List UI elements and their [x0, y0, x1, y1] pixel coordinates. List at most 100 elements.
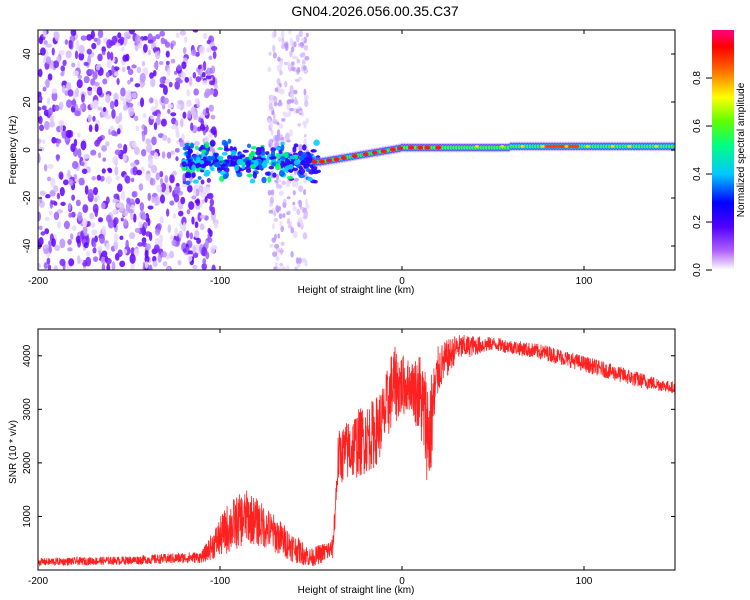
spectral-cell	[304, 94, 309, 101]
spectral-cell	[47, 107, 53, 116]
spectral-cell	[425, 146, 429, 149]
spectral-cell	[150, 178, 156, 186]
spectral-cell	[299, 206, 305, 211]
spectral-cell	[197, 212, 202, 222]
spectral-cell	[178, 230, 183, 239]
spectral-cell	[62, 179, 69, 186]
spectral-cell	[153, 244, 160, 253]
spectral-cell	[140, 149, 147, 157]
spectral-cell	[398, 147, 402, 150]
spectral-cell	[246, 173, 254, 178]
spectral-cell	[271, 162, 277, 167]
spectral-cell	[181, 61, 187, 70]
spectral-cell	[269, 244, 274, 248]
spectral-cell	[654, 145, 659, 148]
y-tick-label: 1000	[22, 505, 33, 528]
spectral-cell	[58, 50, 65, 56]
spectral-cell	[270, 150, 276, 157]
spectral-cell	[147, 192, 152, 201]
spectral-cell	[197, 64, 203, 70]
spectral-cell	[105, 257, 112, 265]
spectral-cell	[292, 167, 299, 171]
y-tick-label: 4000	[22, 344, 33, 367]
spectral-cell	[205, 251, 210, 260]
spectral-cell	[138, 221, 143, 229]
spectral-cell	[208, 55, 213, 61]
spectral-cell	[283, 151, 289, 159]
spectral-cell	[282, 198, 287, 203]
spectral-cell	[298, 143, 303, 152]
spectral-cell	[242, 149, 249, 153]
spectral-cell	[205, 75, 212, 80]
spectral-cell	[51, 88, 58, 94]
spectral-cell	[134, 44, 139, 52]
spectral-cell	[155, 117, 161, 126]
spectral-cell	[282, 168, 287, 172]
spectral-cell	[187, 255, 193, 262]
spectral-cell	[164, 78, 171, 84]
spectral-cell	[70, 233, 74, 240]
spectral-cell	[122, 104, 128, 111]
spectral-cell	[130, 162, 136, 168]
spectral-cell	[171, 170, 177, 176]
spectral-cell	[131, 191, 137, 198]
spectral-cell	[64, 90, 69, 97]
spectral-cell	[159, 234, 164, 243]
spectral-cell	[206, 155, 213, 162]
spectral-cell	[273, 30, 277, 38]
spectral-cell	[71, 62, 76, 68]
spectral-cell	[131, 64, 137, 69]
spectral-cell	[43, 163, 48, 172]
spectral-cell	[149, 72, 154, 79]
spectral-cell	[156, 113, 161, 119]
spectral-cell	[92, 115, 96, 122]
spectral-cell	[94, 139, 100, 147]
spectral-cell	[65, 129, 72, 138]
spectral-cell	[170, 58, 176, 64]
spectral-cell	[286, 175, 294, 180]
spectral-cell	[174, 227, 179, 237]
spectral-cell	[135, 125, 140, 132]
spectral-cell	[117, 143, 123, 149]
spectral-cell	[289, 107, 294, 112]
spectral-cell	[196, 237, 202, 244]
spectral-cell	[46, 257, 51, 265]
spectral-cell	[191, 172, 196, 178]
spectral-cell	[119, 95, 124, 101]
spectral-cell	[157, 254, 162, 263]
spectral-cell	[276, 248, 280, 253]
x-tick-label: 0	[399, 576, 405, 587]
spectral-cell	[147, 39, 154, 44]
spectral-cell	[70, 30, 77, 37]
x-tick-label: -200	[28, 576, 48, 587]
spectral-cell	[111, 108, 116, 119]
spectral-cell	[164, 41, 171, 48]
spectral-cell	[276, 129, 281, 137]
spectral-cell	[151, 196, 156, 203]
spectral-cell	[200, 163, 207, 169]
spectral-cell	[88, 69, 95, 74]
spectral-cell	[303, 44, 309, 51]
spectral-cell	[227, 155, 232, 160]
spectral-cell	[174, 185, 181, 195]
spectral-cell	[53, 185, 59, 193]
spectral-cell	[46, 43, 52, 48]
spectral-cell	[267, 66, 272, 73]
spectral-cell	[552, 144, 558, 149]
spectral-cell	[303, 188, 307, 196]
spectral-cell	[72, 98, 77, 108]
spectral-cell	[253, 159, 259, 167]
spectral-cell	[113, 92, 119, 102]
spectral-cell	[127, 79, 131, 85]
spectral-cell	[199, 214, 206, 219]
spectral-cell	[316, 169, 321, 174]
spectral-cell	[90, 30, 95, 40]
y-tick-label: 40	[22, 48, 33, 60]
spectral-cell	[214, 162, 221, 168]
spectral-cell	[59, 238, 66, 249]
spectral-cell	[268, 156, 275, 160]
spectral-cell	[409, 146, 413, 149]
spectral-cell	[82, 218, 88, 228]
spectral-cell	[133, 213, 137, 223]
